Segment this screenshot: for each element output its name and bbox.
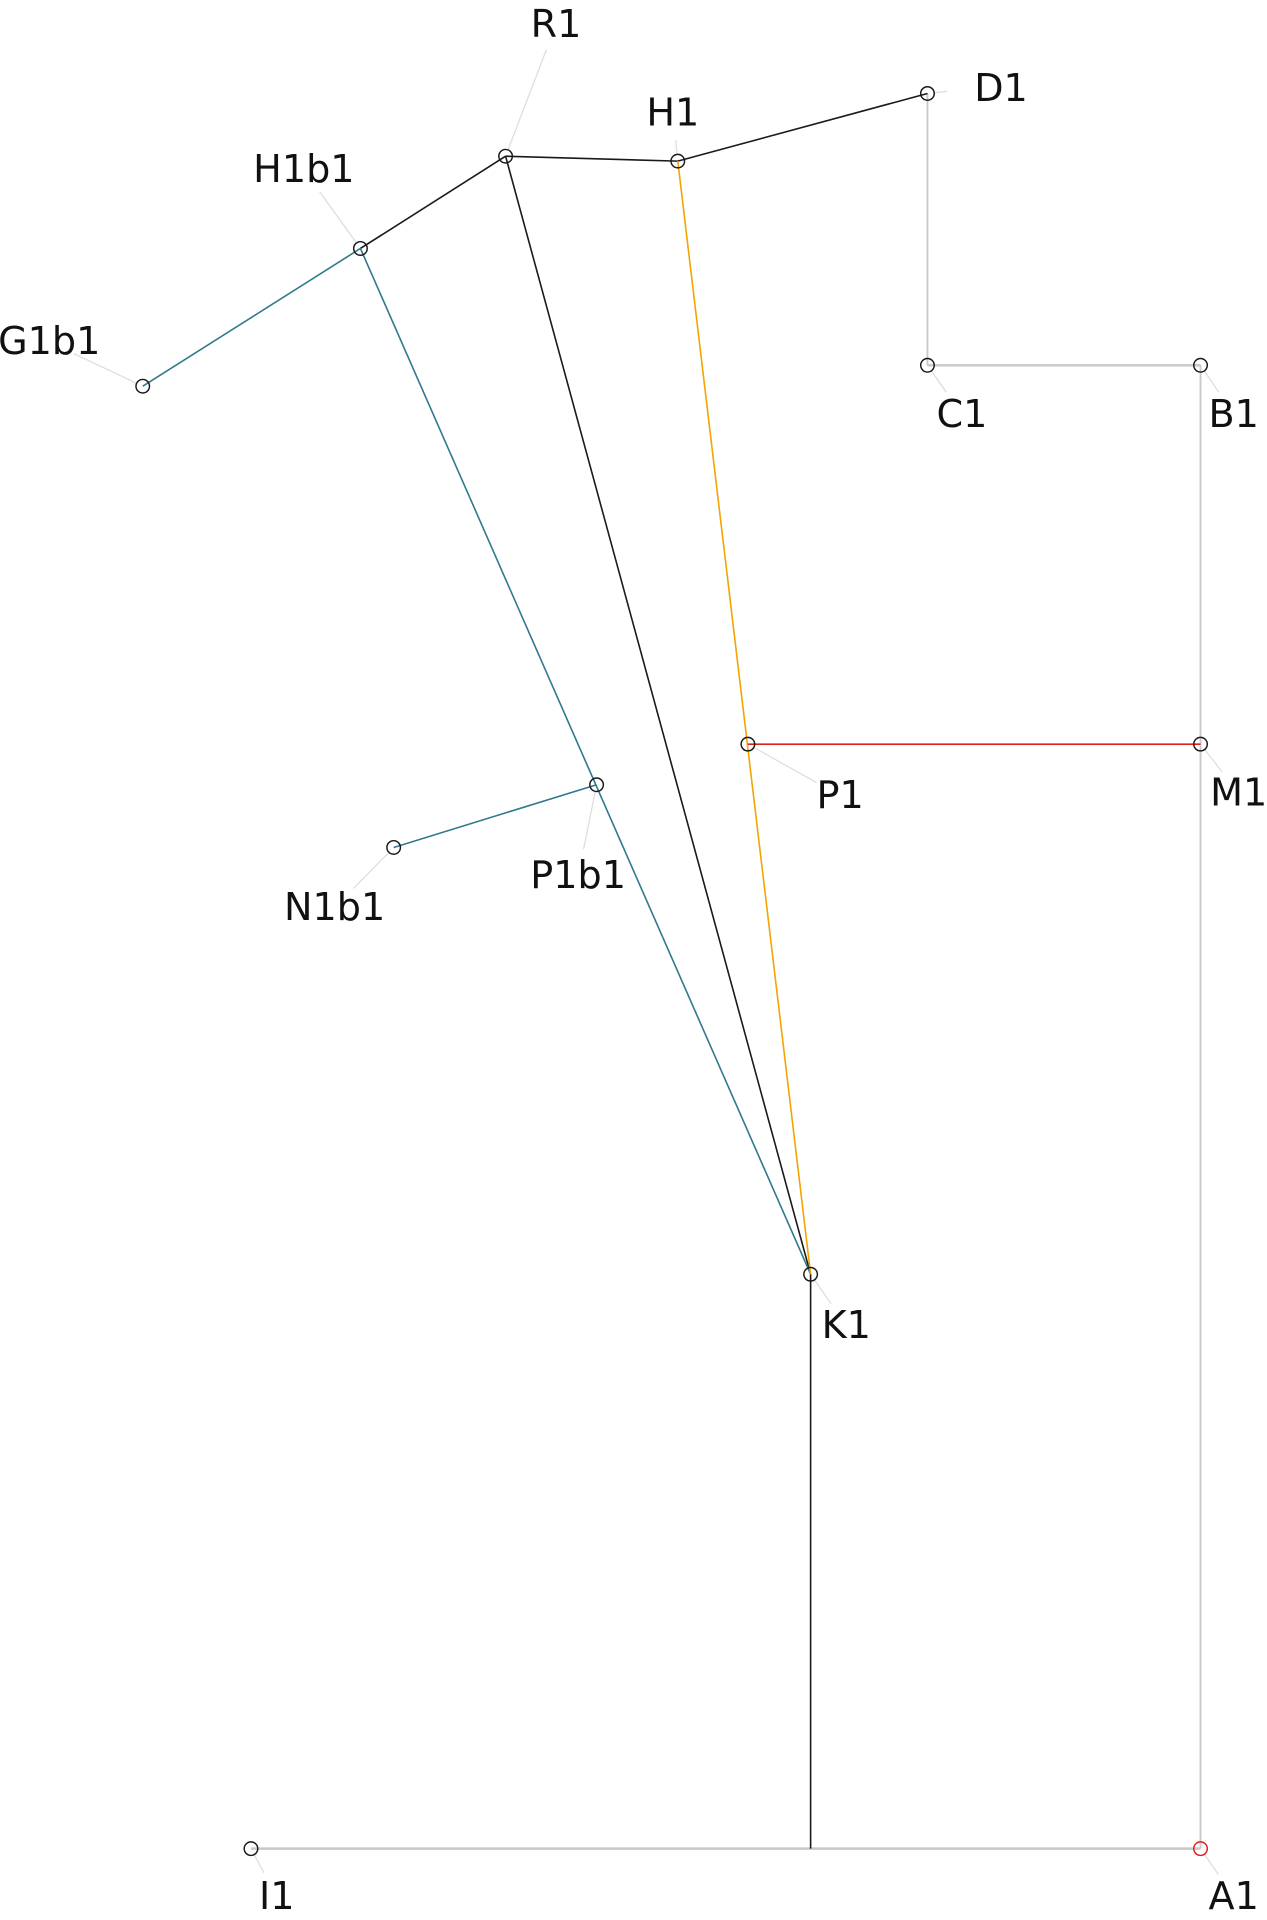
leader-P1 bbox=[754, 747, 817, 784]
leader-D1 bbox=[934, 90, 948, 94]
point-I1[interactable] bbox=[243, 1841, 259, 1857]
label-I1: I1 bbox=[259, 1874, 295, 1918]
leader-C1 bbox=[931, 370, 947, 393]
point-R1[interactable] bbox=[498, 148, 514, 164]
line-N1b1-P1b1 bbox=[393, 783, 597, 849]
point-N1b1[interactable] bbox=[386, 839, 402, 855]
leader-N1b1 bbox=[353, 852, 389, 889]
label-D1: D1 bbox=[974, 66, 1028, 110]
point-P1[interactable] bbox=[740, 736, 756, 752]
point-H1b1[interactable] bbox=[352, 240, 368, 256]
leader-H1b1 bbox=[319, 191, 357, 243]
leader-G1b1 bbox=[73, 352, 137, 384]
label-P1: P1 bbox=[817, 773, 864, 817]
line-H1b1-K1 bbox=[359, 248, 812, 1275]
label-A1: A1 bbox=[1209, 1874, 1259, 1918]
line-R1-K1 bbox=[504, 155, 812, 1275]
point-A1[interactable] bbox=[1193, 1841, 1209, 1857]
point-M1[interactable] bbox=[1193, 736, 1209, 752]
leader-M1 bbox=[1204, 749, 1223, 773]
label-N1b1: N1b1 bbox=[284, 885, 385, 929]
leader-P1b1 bbox=[582, 791, 596, 850]
leader-I1 bbox=[253, 1854, 265, 1874]
point-D1[interactable] bbox=[919, 85, 935, 101]
line-H1b1-R1 bbox=[360, 155, 507, 250]
label-M1: M1 bbox=[1210, 771, 1267, 815]
label-B1: B1 bbox=[1209, 392, 1259, 436]
point-B1[interactable] bbox=[1193, 357, 1209, 373]
point-K1[interactable] bbox=[803, 1266, 819, 1282]
label-R1: R1 bbox=[531, 2, 582, 46]
label-H1: H1 bbox=[646, 90, 699, 134]
line-G1b1-H1b1 bbox=[142, 247, 361, 387]
leader-K1 bbox=[814, 1279, 832, 1305]
point-C1[interactable] bbox=[919, 357, 935, 373]
leader-R1 bbox=[507, 49, 547, 150]
point-G1b1[interactable] bbox=[135, 378, 151, 394]
leader-A1 bbox=[1204, 1854, 1219, 1875]
point-H1[interactable] bbox=[670, 153, 686, 169]
line-R1-H1 bbox=[505, 155, 678, 162]
label-C1: C1 bbox=[936, 392, 987, 436]
label-K1: K1 bbox=[822, 1303, 871, 1347]
line-H1-D1 bbox=[677, 92, 928, 162]
label-P1b1: P1b1 bbox=[530, 853, 626, 897]
leader-B1 bbox=[1204, 371, 1220, 393]
line-H1-K1 bbox=[676, 161, 812, 1275]
leader-H1 bbox=[675, 140, 678, 154]
label-H1b1: H1b1 bbox=[253, 147, 354, 191]
point-P1b1[interactable] bbox=[589, 777, 605, 793]
label-G1b1: G1b1 bbox=[0, 319, 100, 363]
